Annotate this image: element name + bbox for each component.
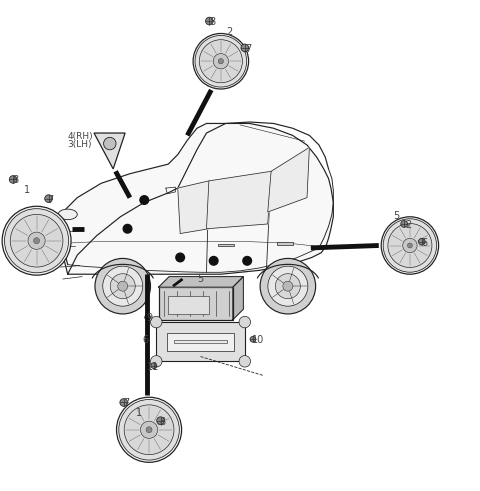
Circle shape xyxy=(283,281,293,291)
Text: 8: 8 xyxy=(159,417,166,427)
Circle shape xyxy=(388,223,432,268)
FancyBboxPatch shape xyxy=(168,296,209,314)
Circle shape xyxy=(151,316,162,328)
Circle shape xyxy=(45,195,52,202)
Circle shape xyxy=(157,417,164,425)
Circle shape xyxy=(239,355,251,367)
Bar xyxy=(218,244,234,246)
Circle shape xyxy=(146,427,152,433)
Text: 9: 9 xyxy=(147,313,153,323)
Circle shape xyxy=(268,266,308,306)
Text: 2: 2 xyxy=(405,220,411,230)
Circle shape xyxy=(419,238,425,245)
Circle shape xyxy=(239,316,251,328)
Circle shape xyxy=(176,253,184,262)
Polygon shape xyxy=(58,123,333,274)
Polygon shape xyxy=(206,171,271,229)
Text: 1: 1 xyxy=(24,186,30,195)
Circle shape xyxy=(117,397,181,463)
Circle shape xyxy=(383,219,437,272)
Text: 4(RH): 4(RH) xyxy=(68,132,93,141)
Circle shape xyxy=(260,258,316,314)
Circle shape xyxy=(145,314,151,320)
Circle shape xyxy=(218,58,224,64)
Text: 7: 7 xyxy=(245,44,251,55)
Bar xyxy=(156,322,245,361)
Circle shape xyxy=(2,206,71,275)
Text: 6: 6 xyxy=(421,238,427,248)
Circle shape xyxy=(103,266,143,306)
Circle shape xyxy=(140,196,149,204)
Text: 5: 5 xyxy=(393,211,399,221)
Circle shape xyxy=(381,217,439,274)
FancyBboxPatch shape xyxy=(158,287,233,320)
Circle shape xyxy=(118,281,128,291)
Polygon shape xyxy=(233,276,243,320)
Text: 7: 7 xyxy=(48,194,54,205)
Text: 7: 7 xyxy=(123,398,130,409)
Text: 3(LH): 3(LH) xyxy=(68,140,92,149)
Circle shape xyxy=(104,137,116,150)
Circle shape xyxy=(213,54,228,69)
Circle shape xyxy=(401,220,408,227)
Circle shape xyxy=(408,243,412,248)
Bar xyxy=(174,340,227,343)
Circle shape xyxy=(151,355,162,367)
Text: 11: 11 xyxy=(147,361,159,372)
Bar xyxy=(167,332,234,351)
Polygon shape xyxy=(158,276,243,287)
Circle shape xyxy=(123,224,132,233)
Circle shape xyxy=(119,400,180,460)
Polygon shape xyxy=(178,181,209,234)
Text: 8: 8 xyxy=(12,175,18,186)
Bar xyxy=(277,242,293,245)
Circle shape xyxy=(4,209,69,273)
Circle shape xyxy=(241,44,249,52)
Circle shape xyxy=(141,421,157,438)
Ellipse shape xyxy=(58,209,77,219)
Circle shape xyxy=(276,273,300,299)
Circle shape xyxy=(9,176,17,183)
Circle shape xyxy=(124,405,174,455)
Text: 10: 10 xyxy=(252,335,264,345)
Circle shape xyxy=(110,273,135,299)
Circle shape xyxy=(120,399,128,407)
Circle shape xyxy=(28,232,45,249)
Text: 5: 5 xyxy=(197,274,203,284)
Text: 8: 8 xyxy=(209,18,216,27)
Text: 2: 2 xyxy=(227,27,233,36)
Circle shape xyxy=(34,238,40,244)
Text: 6: 6 xyxy=(142,335,148,345)
Circle shape xyxy=(151,363,157,369)
Circle shape xyxy=(205,17,213,25)
Polygon shape xyxy=(94,133,125,169)
Circle shape xyxy=(209,256,218,265)
Circle shape xyxy=(95,258,151,314)
Circle shape xyxy=(199,40,242,83)
Text: 1: 1 xyxy=(136,408,142,418)
Circle shape xyxy=(243,256,252,265)
Circle shape xyxy=(10,215,63,267)
Circle shape xyxy=(250,336,256,342)
Circle shape xyxy=(195,35,247,87)
Circle shape xyxy=(403,238,417,253)
Circle shape xyxy=(193,33,249,89)
Polygon shape xyxy=(268,147,310,212)
